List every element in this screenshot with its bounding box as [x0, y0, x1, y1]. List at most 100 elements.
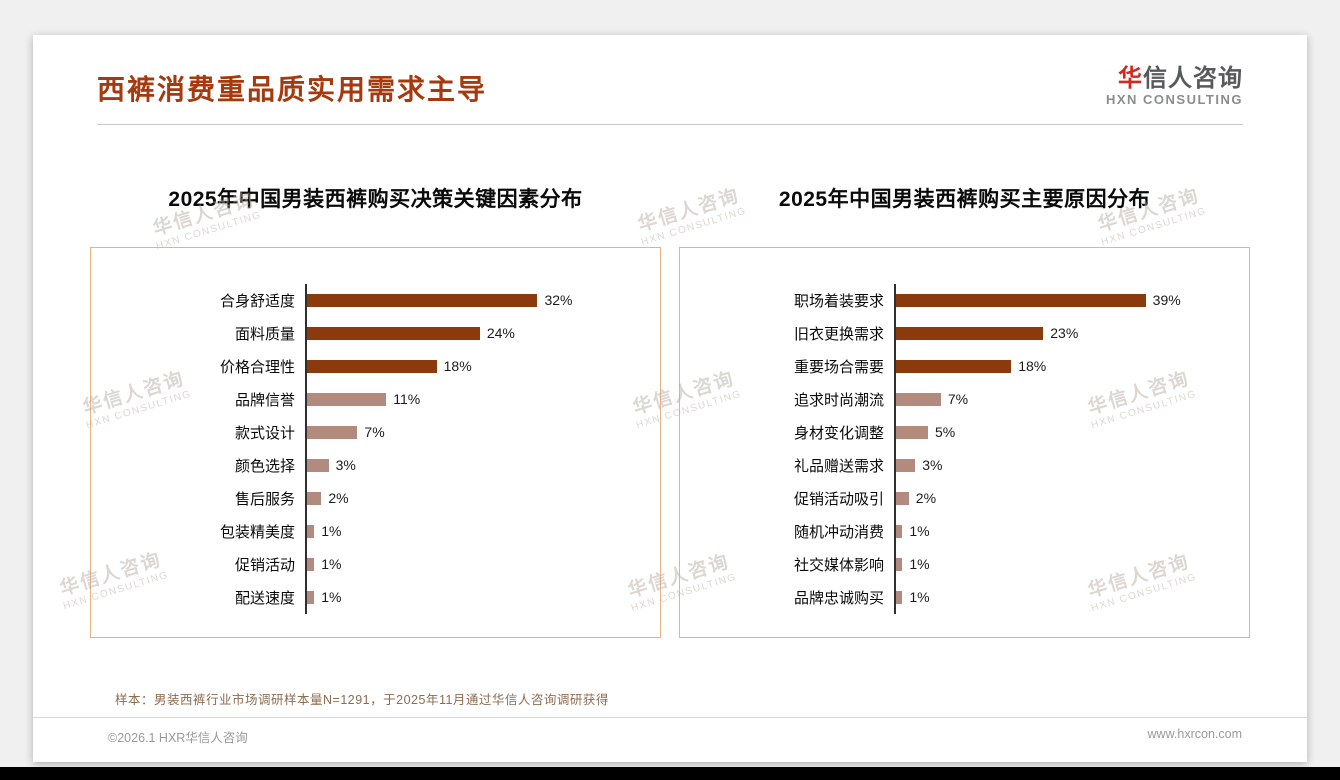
footer: ©2026.1 HXR华信人咨询 www.hxrcon.com — [108, 727, 1242, 746]
bar-value-label: 7% — [364, 424, 385, 441]
bar-value-label: 5% — [935, 424, 956, 441]
bar — [307, 293, 538, 307]
bar-value-label: 1% — [321, 556, 342, 573]
bar — [307, 392, 387, 406]
bar-category-label: 款式设计 — [234, 424, 295, 442]
bar-row: 随机冲动消费 1% — [706, 514, 1231, 548]
bar-row: 促销活动 1% — [117, 547, 642, 581]
logo-cn: 华信人咨询 — [1106, 65, 1243, 93]
bar-row: 促销活动吸引 2% — [706, 481, 1231, 515]
bar — [896, 326, 1044, 340]
bar-plot: 3% — [894, 448, 1231, 482]
bar — [307, 326, 480, 340]
bar-plot: 18% — [894, 349, 1231, 383]
bar-plot: 24% — [305, 316, 642, 350]
bar-value-label: 32% — [544, 292, 573, 309]
bar-row: 身材变化调整 5% — [706, 415, 1231, 449]
bar-plot: 7% — [305, 415, 642, 449]
bar — [896, 425, 928, 439]
bar-category-label: 品牌忠诚购买 — [793, 589, 884, 607]
bottom-bar — [0, 767, 1340, 780]
bar-plot: 11% — [305, 382, 642, 416]
bar-plot: 1% — [305, 547, 642, 581]
bar — [307, 491, 322, 505]
chart-section-right: 2025年中国男装西裤购买主要原因分布 职场着装要求 39% 旧衣更换需求 23% 重要… — [679, 183, 1250, 638]
bar-category-label: 社交媒体影响 — [793, 556, 884, 574]
bar — [307, 425, 358, 439]
header: 西裤消费重品质实用需求主导 华信人咨询 HXN CONSULTING — [97, 35, 1243, 125]
bar-value-label: 18% — [443, 358, 472, 375]
report-card: 西裤消费重品质实用需求主导 华信人咨询 HXN CONSULTING 2025年… — [33, 35, 1307, 762]
bar-value-label: 1% — [321, 589, 342, 606]
bar-category-label: 面料质量 — [234, 325, 295, 343]
bar-row: 追求时尚潮流 7% — [706, 382, 1231, 416]
bar-plot: 1% — [305, 514, 642, 548]
bar-plot: 2% — [305, 481, 642, 515]
bar-row: 旧衣更换需求 23% — [706, 316, 1231, 350]
bar — [307, 524, 315, 538]
website-link[interactable]: www.hxrcon.com — [1147, 727, 1242, 741]
bar — [896, 293, 1146, 307]
bar-row: 包装精美度 1% — [117, 514, 642, 548]
bar-category-label: 颜色选择 — [234, 457, 295, 475]
sample-note: 样本：男装西裤行业市场调研样本量N=1291，于2025年11月通过华信人咨询调… — [115, 693, 609, 707]
bar-row: 职场着装要求 39% — [706, 283, 1231, 317]
bar-plot: 1% — [894, 580, 1231, 614]
bar-plot: 1% — [894, 547, 1231, 581]
bar-category-label: 包装精美度 — [219, 523, 295, 541]
bar-value-label: 3% — [922, 457, 943, 474]
bar-value-label: 7% — [947, 391, 969, 408]
bar-category-label: 旧衣更换需求 — [793, 325, 884, 343]
bar-category-label: 身材变化调整 — [793, 424, 884, 442]
bar-category-label: 促销活动吸引 — [793, 490, 884, 508]
bar-category-label: 售后服务 — [234, 490, 295, 508]
bar-category-label: 随机冲动消费 — [793, 523, 884, 541]
bar-category-label: 价格合理性 — [219, 358, 295, 376]
bar-row: 品牌忠诚购买 1% — [706, 580, 1231, 614]
bar-category-label: 合身舒适度 — [219, 292, 295, 310]
bar-row: 礼品赠送需求 3% — [706, 448, 1231, 482]
chart-title-right: 2025年中国男装西裤购买主要原因分布 — [778, 187, 1151, 211]
bar-plot: 3% — [305, 448, 642, 482]
bar-row: 配送速度 1% — [117, 580, 642, 614]
bar-row: 合身舒适度 32% — [117, 283, 642, 317]
logo-subtitle: HXN CONSULTING — [1105, 91, 1243, 107]
charts-area: 2025年中国男装西裤购买决策关键因素分布 合身舒适度 32% 面料质量 24% 价格合… — [90, 183, 1250, 638]
bar-plot: 7% — [894, 382, 1231, 416]
chart-section-left: 2025年中国男装西裤购买决策关键因素分布 合身舒适度 32% 面料质量 24% 价格合… — [90, 183, 661, 638]
logo-accent-char: 华 — [1118, 65, 1143, 92]
bar-value-label: 24% — [486, 325, 515, 342]
bar — [307, 590, 315, 604]
bar — [307, 359, 437, 373]
bar-plot: 1% — [305, 580, 642, 614]
bar — [307, 557, 315, 571]
bar-category-label: 促销活动 — [234, 556, 295, 574]
bar-plot: 32% — [305, 283, 642, 317]
bar-value-label: 39% — [1152, 292, 1181, 309]
bar-value-label: 2% — [328, 490, 349, 507]
bar-value-label: 18% — [1018, 358, 1047, 375]
bar-row: 款式设计 7% — [117, 415, 642, 449]
bar-value-label: 1% — [321, 523, 342, 540]
bar-category-label: 品牌信誉 — [234, 391, 295, 409]
bar-plot: 1% — [894, 514, 1231, 548]
bar-plot: 23% — [894, 316, 1231, 350]
bar-value-label: 11% — [393, 391, 421, 408]
bar-plot: 5% — [894, 415, 1231, 449]
logo-rest-chars: 信人咨询 — [1143, 65, 1243, 92]
bar-row: 重要场合需要 18% — [706, 349, 1231, 383]
company-logo: 华信人咨询 HXN CONSULTING — [1106, 65, 1243, 108]
bar-row: 价格合理性 18% — [117, 349, 642, 383]
bar — [896, 491, 909, 505]
bar — [896, 524, 903, 538]
bar-category-label: 重要场合需要 — [793, 358, 884, 376]
bar-row: 售后服务 2% — [117, 481, 642, 515]
copyright-text: ©2026.1 HXR华信人咨询 — [108, 731, 248, 745]
bar-category-label: 礼品赠送需求 — [793, 457, 884, 475]
bar-row: 品牌信誉 11% — [117, 382, 642, 416]
bar-category-label: 配送速度 — [234, 589, 295, 607]
bar-value-label: 1% — [909, 589, 930, 606]
bar-category-label: 追求时尚潮流 — [793, 391, 884, 409]
bar-value-label: 1% — [909, 523, 930, 540]
bar-category-label: 职场着装要求 — [793, 292, 884, 310]
